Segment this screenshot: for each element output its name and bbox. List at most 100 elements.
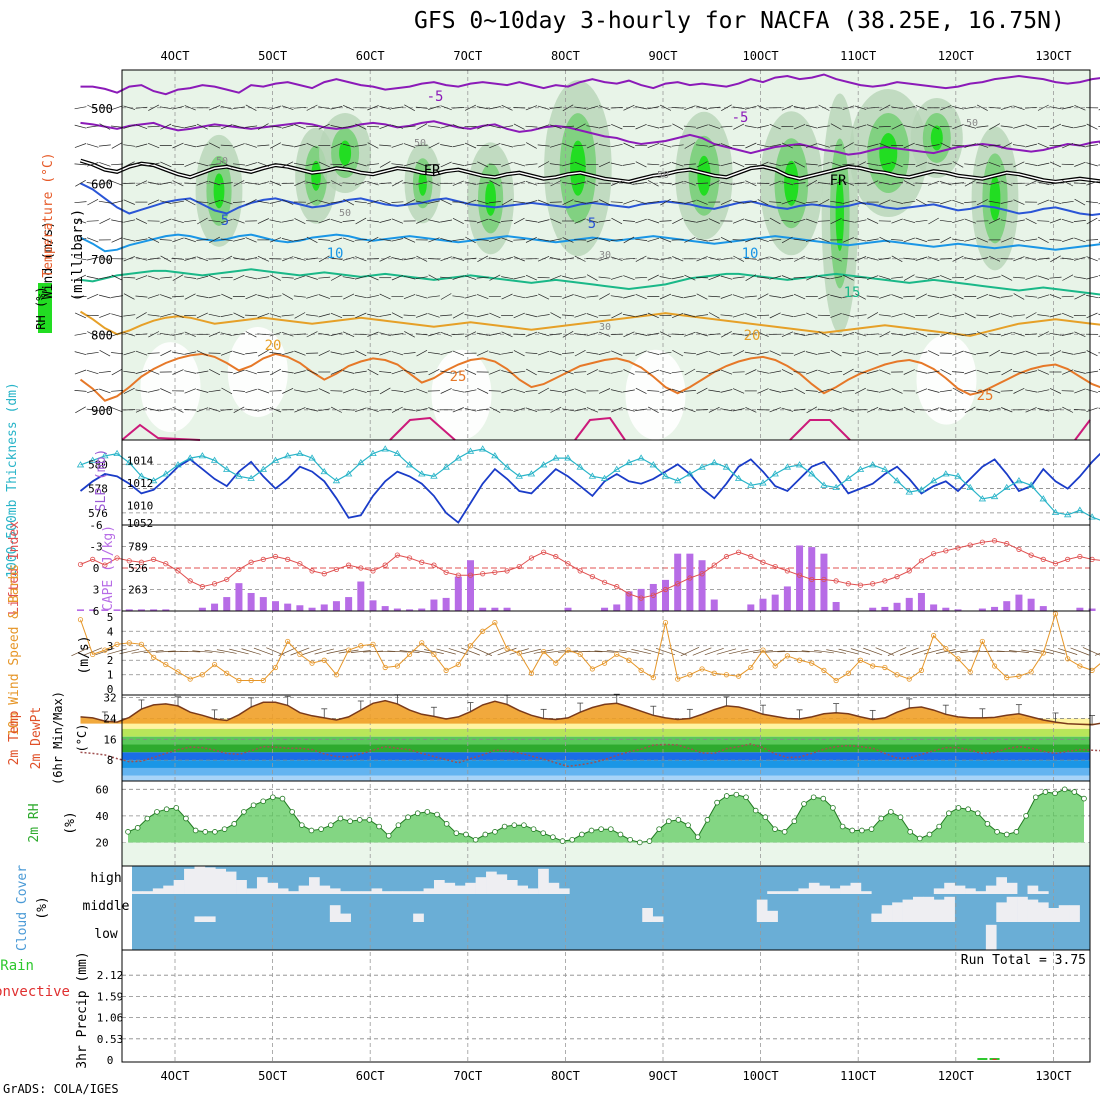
wind-barb — [562, 143, 574, 148]
wind-barb — [720, 162, 733, 167]
surface-wind-barb — [461, 647, 480, 656]
wind-barb — [635, 350, 647, 356]
wind-barb — [428, 219, 440, 223]
cloud-middle-bar — [944, 896, 955, 922]
slp-point — [210, 456, 219, 463]
cape-bar — [308, 607, 316, 611]
rh-point — [1013, 829, 1020, 835]
surface-wind-barb — [326, 649, 347, 654]
wind-barb — [757, 161, 769, 168]
wind-barb — [976, 275, 989, 280]
wind-barb — [1025, 312, 1037, 319]
wind-barb — [403, 257, 416, 261]
wind-barb — [903, 312, 916, 318]
surface-wind-barb — [1094, 652, 1100, 656]
rh-point — [888, 809, 894, 815]
li-point — [991, 538, 998, 544]
surface-wind-barb — [558, 650, 578, 653]
wind-barb — [306, 408, 318, 412]
wind-barb — [708, 143, 721, 148]
wind-barb — [342, 220, 355, 222]
precip-total-bar — [977, 1058, 988, 1060]
rh-point — [192, 827, 199, 834]
wind-barb — [1001, 274, 1013, 281]
wind-barb — [208, 275, 221, 281]
wind-barb — [769, 180, 781, 186]
rh-contour-label: 50 — [339, 208, 351, 219]
wind-barb — [855, 387, 866, 394]
wind-barb — [927, 239, 940, 241]
wind-barb — [99, 123, 111, 130]
surface-wind-barb — [1058, 648, 1078, 655]
cloud-high-bar — [132, 891, 143, 894]
wind-barb — [196, 239, 209, 241]
surface-wind-barb — [338, 649, 359, 654]
wind-barb — [111, 313, 123, 318]
wind-point — [662, 619, 669, 626]
wind-barb — [476, 200, 489, 205]
rh-point — [241, 809, 247, 815]
cape-bar — [1039, 606, 1047, 611]
rh-point — [279, 795, 286, 802]
cloud-high-bar — [423, 888, 435, 894]
wind-barb — [660, 198, 671, 206]
wind-barb — [330, 142, 343, 149]
wind-barb — [940, 275, 952, 281]
wind-barb — [123, 293, 135, 300]
surface-wind-barb — [594, 650, 615, 653]
wind-barb — [99, 181, 111, 186]
time-label-bottom: 8OCT — [551, 1069, 580, 1083]
wind-barb — [1025, 275, 1037, 280]
wind-barb — [866, 143, 879, 148]
wind-barb — [233, 124, 245, 129]
wind-barb — [74, 351, 87, 356]
wind-barb — [891, 276, 904, 279]
wind-barb — [696, 314, 709, 317]
surface-wind-barb — [911, 648, 932, 655]
wind-barb — [391, 333, 404, 336]
wind-point — [90, 651, 96, 658]
wind-barb — [367, 219, 379, 223]
wind-barb — [464, 389, 477, 393]
time-label-bottom: 12OCT — [938, 1069, 974, 1083]
wind-barb — [1049, 408, 1062, 412]
wind-barb — [1025, 389, 1038, 393]
wind-barb — [732, 408, 745, 412]
wind-barb — [1025, 143, 1037, 148]
wind-barb — [488, 106, 501, 110]
li-tick: 3 — [93, 584, 100, 597]
wind-barb — [184, 143, 197, 148]
wind-barb — [367, 274, 379, 281]
wind-barb — [245, 388, 258, 394]
wind-barb — [220, 332, 233, 337]
surface-wind-barb — [95, 647, 115, 656]
rh-point — [897, 814, 904, 821]
wind-point — [102, 647, 108, 653]
wind-barb — [391, 274, 404, 281]
wind-barb — [318, 239, 331, 241]
wind-barb — [1073, 276, 1086, 279]
surface-wind-barb — [436, 648, 456, 655]
wind-point — [199, 672, 205, 678]
wind-barb — [245, 369, 257, 375]
rh-point — [559, 838, 566, 844]
wind-point — [857, 657, 864, 663]
cloud-middle-bar — [1037, 902, 1049, 922]
wind-barb — [842, 331, 855, 337]
cloud-high-bar — [173, 880, 185, 894]
time-label-bottom: 13OCT — [1035, 1069, 1071, 1083]
wind-barb — [379, 105, 392, 110]
li-point — [1065, 556, 1071, 563]
li-point — [187, 578, 193, 584]
wind-barb — [927, 180, 940, 186]
wind-barb — [878, 389, 891, 393]
wind-barb — [220, 350, 233, 356]
cape-bar — [1076, 607, 1084, 611]
li-point — [90, 556, 96, 563]
surface-wind-barb — [948, 649, 968, 654]
ylabel-rh2m: 2m RH — [27, 803, 42, 842]
wind-barb — [964, 143, 977, 148]
cloud-middle-bar — [1006, 896, 1018, 922]
wind-barb — [1049, 239, 1062, 241]
li-point — [906, 568, 912, 574]
